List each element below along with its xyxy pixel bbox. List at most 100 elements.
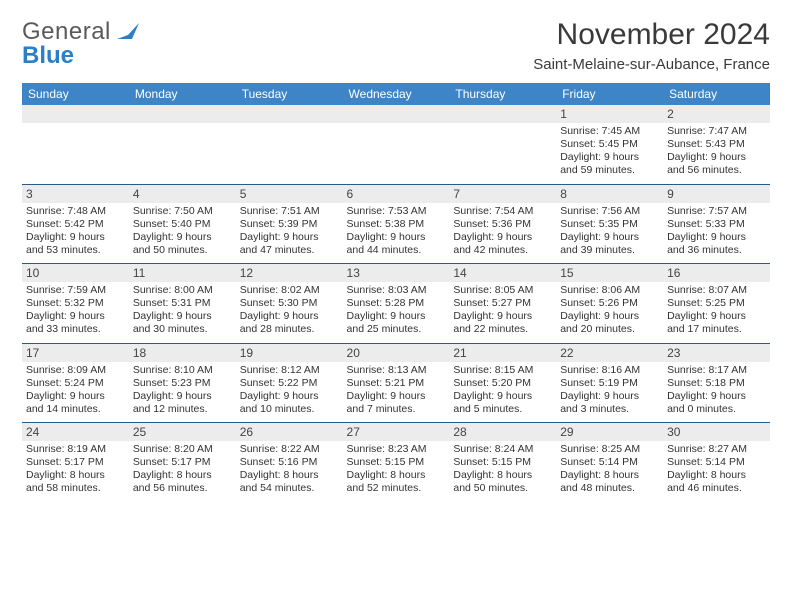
sunset-text: Sunset: 5:16 PM	[240, 456, 339, 469]
daylight-text: Daylight: 8 hours and 58 minutes.	[26, 469, 125, 495]
daylight-text: Daylight: 8 hours and 48 minutes.	[560, 469, 659, 495]
day-cell: Sunrise: 8:25 AMSunset: 5:14 PMDaylight:…	[556, 441, 663, 502]
sunset-text: Sunset: 5:22 PM	[240, 377, 339, 390]
month-title: November 2024	[533, 18, 770, 52]
day-cell: Sunrise: 8:00 AMSunset: 5:31 PMDaylight:…	[129, 282, 236, 343]
day-cell	[236, 123, 343, 184]
daynum-cell: 30	[663, 423, 770, 442]
week-row: Sunrise: 8:19 AMSunset: 5:17 PMDaylight:…	[22, 441, 770, 502]
sunset-text: Sunset: 5:42 PM	[26, 218, 125, 231]
daylight-text: Daylight: 8 hours and 52 minutes.	[347, 469, 446, 495]
dow-wed: Wednesday	[343, 83, 450, 105]
daylight-text: Daylight: 9 hours and 0 minutes.	[667, 390, 766, 416]
daynum-cell: 18	[129, 343, 236, 362]
sunrise-text: Sunrise: 7:57 AM	[667, 205, 766, 218]
daylight-text: Daylight: 9 hours and 10 minutes.	[240, 390, 339, 416]
sunset-text: Sunset: 5:40 PM	[133, 218, 232, 231]
daylight-text: Daylight: 9 hours and 36 minutes.	[667, 231, 766, 257]
sunset-text: Sunset: 5:43 PM	[667, 138, 766, 151]
calendar-table: Sunday Monday Tuesday Wednesday Thursday…	[22, 83, 770, 502]
sunrise-text: Sunrise: 8:22 AM	[240, 443, 339, 456]
sunrise-text: Sunrise: 7:51 AM	[240, 205, 339, 218]
sunrise-text: Sunrise: 7:48 AM	[26, 205, 125, 218]
daynum-cell: 17	[22, 343, 129, 362]
sunrise-text: Sunrise: 8:23 AM	[347, 443, 446, 456]
daynum-cell: 4	[129, 184, 236, 203]
daynum-cell: 24	[22, 423, 129, 442]
sunrise-text: Sunrise: 8:24 AM	[453, 443, 552, 456]
daynum-cell: 23	[663, 343, 770, 362]
day-cell: Sunrise: 8:24 AMSunset: 5:15 PMDaylight:…	[449, 441, 556, 502]
sunset-text: Sunset: 5:35 PM	[560, 218, 659, 231]
sunrise-text: Sunrise: 8:05 AM	[453, 284, 552, 297]
logo-word1: General	[22, 18, 111, 45]
sunset-text: Sunset: 5:30 PM	[240, 297, 339, 310]
day-cell: Sunrise: 8:13 AMSunset: 5:21 PMDaylight:…	[343, 362, 450, 423]
sunrise-text: Sunrise: 8:02 AM	[240, 284, 339, 297]
sunrise-text: Sunrise: 8:10 AM	[133, 364, 232, 377]
daynum-cell: 13	[343, 264, 450, 283]
sunrise-text: Sunrise: 7:47 AM	[667, 125, 766, 138]
sunset-text: Sunset: 5:36 PM	[453, 218, 552, 231]
daylight-text: Daylight: 9 hours and 59 minutes.	[560, 151, 659, 177]
daynum-cell: 7	[449, 184, 556, 203]
day-cell: Sunrise: 8:22 AMSunset: 5:16 PMDaylight:…	[236, 441, 343, 502]
day-cell: Sunrise: 8:10 AMSunset: 5:23 PMDaylight:…	[129, 362, 236, 423]
day-cell: Sunrise: 7:59 AMSunset: 5:32 PMDaylight:…	[22, 282, 129, 343]
day-cell: Sunrise: 7:50 AMSunset: 5:40 PMDaylight:…	[129, 203, 236, 264]
sunset-text: Sunset: 5:32 PM	[26, 297, 125, 310]
daylight-text: Daylight: 9 hours and 25 minutes.	[347, 310, 446, 336]
dow-row: Sunday Monday Tuesday Wednesday Thursday…	[22, 83, 770, 105]
daynum-cell: 16	[663, 264, 770, 283]
daynum-cell: 11	[129, 264, 236, 283]
sunset-text: Sunset: 5:15 PM	[347, 456, 446, 469]
week-row: Sunrise: 7:45 AMSunset: 5:45 PMDaylight:…	[22, 123, 770, 184]
daylight-text: Daylight: 9 hours and 30 minutes.	[133, 310, 232, 336]
day-cell	[22, 123, 129, 184]
daylight-text: Daylight: 9 hours and 39 minutes.	[560, 231, 659, 257]
daynum-cell	[449, 105, 556, 123]
sunrise-text: Sunrise: 8:06 AM	[560, 284, 659, 297]
daynum-cell: 5	[236, 184, 343, 203]
day-cell: Sunrise: 7:51 AMSunset: 5:39 PMDaylight:…	[236, 203, 343, 264]
sunset-text: Sunset: 5:17 PM	[133, 456, 232, 469]
sunset-text: Sunset: 5:23 PM	[133, 377, 232, 390]
sunrise-text: Sunrise: 7:45 AM	[560, 125, 659, 138]
daylight-text: Daylight: 9 hours and 5 minutes.	[453, 390, 552, 416]
sunrise-text: Sunrise: 8:25 AM	[560, 443, 659, 456]
day-cell: Sunrise: 8:09 AMSunset: 5:24 PMDaylight:…	[22, 362, 129, 423]
day-cell: Sunrise: 8:07 AMSunset: 5:25 PMDaylight:…	[663, 282, 770, 343]
daynum-cell: 2	[663, 105, 770, 123]
day-cell: Sunrise: 8:17 AMSunset: 5:18 PMDaylight:…	[663, 362, 770, 423]
sunset-text: Sunset: 5:26 PM	[560, 297, 659, 310]
sunset-text: Sunset: 5:18 PM	[667, 377, 766, 390]
dow-tue: Tuesday	[236, 83, 343, 105]
daynum-cell: 12	[236, 264, 343, 283]
dow-fri: Friday	[556, 83, 663, 105]
day-cell: Sunrise: 7:53 AMSunset: 5:38 PMDaylight:…	[343, 203, 450, 264]
daynum-cell: 14	[449, 264, 556, 283]
day-cell	[449, 123, 556, 184]
day-cell: Sunrise: 8:05 AMSunset: 5:27 PMDaylight:…	[449, 282, 556, 343]
sunset-text: Sunset: 5:21 PM	[347, 377, 446, 390]
daynum-cell: 6	[343, 184, 450, 203]
daylight-text: Daylight: 9 hours and 20 minutes.	[560, 310, 659, 336]
sunset-text: Sunset: 5:19 PM	[560, 377, 659, 390]
sunrise-text: Sunrise: 8:03 AM	[347, 284, 446, 297]
week-row: Sunrise: 7:59 AMSunset: 5:32 PMDaylight:…	[22, 282, 770, 343]
daylight-text: Daylight: 8 hours and 54 minutes.	[240, 469, 339, 495]
sunset-text: Sunset: 5:31 PM	[133, 297, 232, 310]
daynum-cell: 22	[556, 343, 663, 362]
daylight-text: Daylight: 9 hours and 28 minutes.	[240, 310, 339, 336]
logo-word2: Blue	[22, 42, 139, 70]
day-cell: Sunrise: 8:23 AMSunset: 5:15 PMDaylight:…	[343, 441, 450, 502]
day-cell: Sunrise: 8:20 AMSunset: 5:17 PMDaylight:…	[129, 441, 236, 502]
daylight-text: Daylight: 9 hours and 56 minutes.	[667, 151, 766, 177]
day-cell	[343, 123, 450, 184]
day-cell: Sunrise: 7:47 AMSunset: 5:43 PMDaylight:…	[663, 123, 770, 184]
daynum-cell	[343, 105, 450, 123]
sunset-text: Sunset: 5:14 PM	[560, 456, 659, 469]
day-cell: Sunrise: 8:15 AMSunset: 5:20 PMDaylight:…	[449, 362, 556, 423]
sunrise-text: Sunrise: 7:53 AM	[347, 205, 446, 218]
sunrise-text: Sunrise: 8:12 AM	[240, 364, 339, 377]
